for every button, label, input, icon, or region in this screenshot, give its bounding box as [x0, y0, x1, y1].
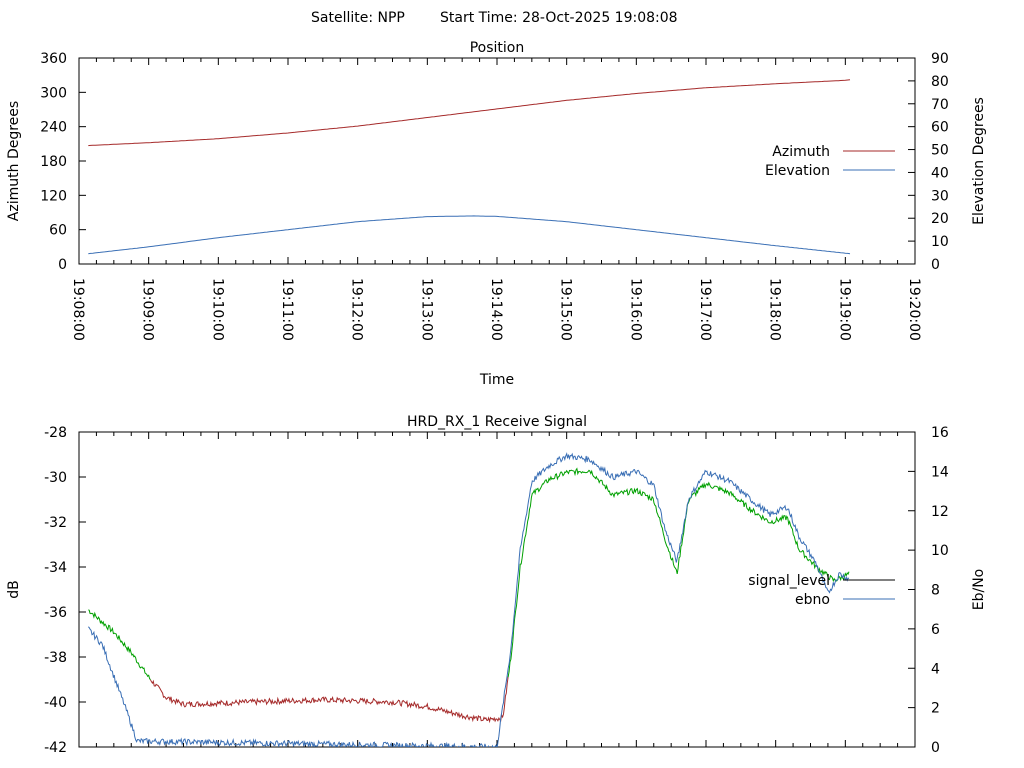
chart0-ylabel: Azimuth Degrees [6, 101, 22, 221]
series-line-azimuth [88, 79, 851, 147]
chart0-xtick-label: 19:11:00 [279, 278, 295, 341]
chart1-y2tick-label: 14 [931, 464, 949, 480]
chart0-ytick-label: 360 [40, 51, 67, 67]
chart1-plot-frame [78, 431, 916, 748]
chart1-ytick-label: -40 [44, 695, 67, 711]
legend-label-azimuth: Azimuth [772, 144, 830, 160]
chart0-xtick-label: 19:09:00 [140, 278, 156, 341]
series-line-elevation [88, 215, 851, 255]
chart0-ytick-label: 240 [40, 120, 67, 136]
chart0-xtick-label: 19:08:00 [70, 278, 86, 341]
chart0-y2tick-label: 50 [931, 143, 949, 159]
chart0-y2tick-label: 60 [931, 120, 949, 136]
chart1-ytick-label: -28 [44, 425, 67, 441]
chart1-ytick-label: -38 [44, 650, 67, 666]
chart1-y2tick-label: 4 [931, 661, 940, 677]
chart0-xtick-label: 19:10:00 [209, 278, 225, 341]
chart1-ytick-label: -32 [44, 515, 67, 531]
chart1-title: HRD_RX_1 Receive Signal [407, 414, 587, 430]
chart0-ytick-label: 60 [49, 223, 67, 239]
chart1-y2label: Eb/No [971, 569, 987, 611]
chart0-xtick-label: 19:14:00 [488, 278, 504, 341]
legend-label-ebno: ebno [795, 592, 830, 608]
chart1-y2tick-label: 12 [931, 504, 949, 520]
chart1-y2tick-label: 16 [931, 425, 949, 441]
series-line-ebno [87, 452, 850, 747]
chart0-y2tick-label: 80 [931, 74, 949, 90]
chart1-y2tick-label: 10 [931, 543, 949, 559]
series-line-signal-level [507, 467, 850, 678]
chart0-xtick-label: 19:20:00 [906, 278, 922, 341]
chart0-xtick-label: 19:12:00 [349, 278, 365, 341]
chart0-xtick-label: 19:15:00 [558, 278, 574, 341]
chart0-y2tick-label: 20 [931, 211, 949, 227]
series-line-signal-level [150, 677, 509, 724]
chart0-ytick-label: 180 [40, 154, 67, 170]
chart0-ytick-label: 120 [40, 188, 67, 204]
chart0-y2tick-label: 70 [931, 97, 949, 113]
chart0-y2tick-label: 0 [931, 257, 940, 273]
legend-label-signal-level: signal_level [748, 573, 830, 589]
chart0-y2tick-label: 90 [931, 51, 949, 67]
chart0-xtick-label: 19:18:00 [767, 278, 783, 341]
chart1-ytick-label: -36 [44, 605, 67, 621]
start-time-label: Start Time: 28-Oct-2025 19:08:08 [440, 10, 678, 26]
chart1-y2tick-label: 0 [931, 740, 940, 756]
chart1-ytick-label: -30 [44, 470, 67, 486]
chart0-title: Position [470, 40, 525, 56]
chart0-y2tick-label: 10 [931, 234, 949, 250]
chart0-xtick-label: 19:17:00 [697, 278, 713, 341]
chart0-y2tick-label: 40 [931, 165, 949, 181]
chart1-ylabel: dB [6, 580, 22, 599]
chart1-y2tick-label: 2 [931, 701, 940, 717]
chart0-xtick-label: 19:13:00 [418, 278, 434, 341]
chart0-plot-frame [78, 57, 916, 265]
legend-label-elevation: Elevation [765, 163, 830, 179]
chart0-xlabel: Time [479, 372, 514, 388]
chart1-ytick-label: -34 [44, 560, 67, 576]
chart0-ytick-label: 300 [40, 85, 67, 101]
chart1-y2tick-label: 6 [931, 622, 940, 638]
chart0-xtick-label: 19:19:00 [836, 278, 852, 341]
series-line-signal-level [88, 609, 151, 681]
chart1-y2tick-label: 8 [931, 583, 940, 599]
chart1-ytick-label: -42 [44, 740, 67, 756]
chart0-xtick-label: 19:16:00 [627, 278, 643, 341]
chart0-y2tick-label: 30 [931, 188, 949, 204]
satellite-label: Satellite: NPP [311, 10, 405, 26]
chart0-y2label: Elevation Degrees [971, 97, 987, 225]
chart0-ytick-label: 0 [58, 257, 67, 273]
